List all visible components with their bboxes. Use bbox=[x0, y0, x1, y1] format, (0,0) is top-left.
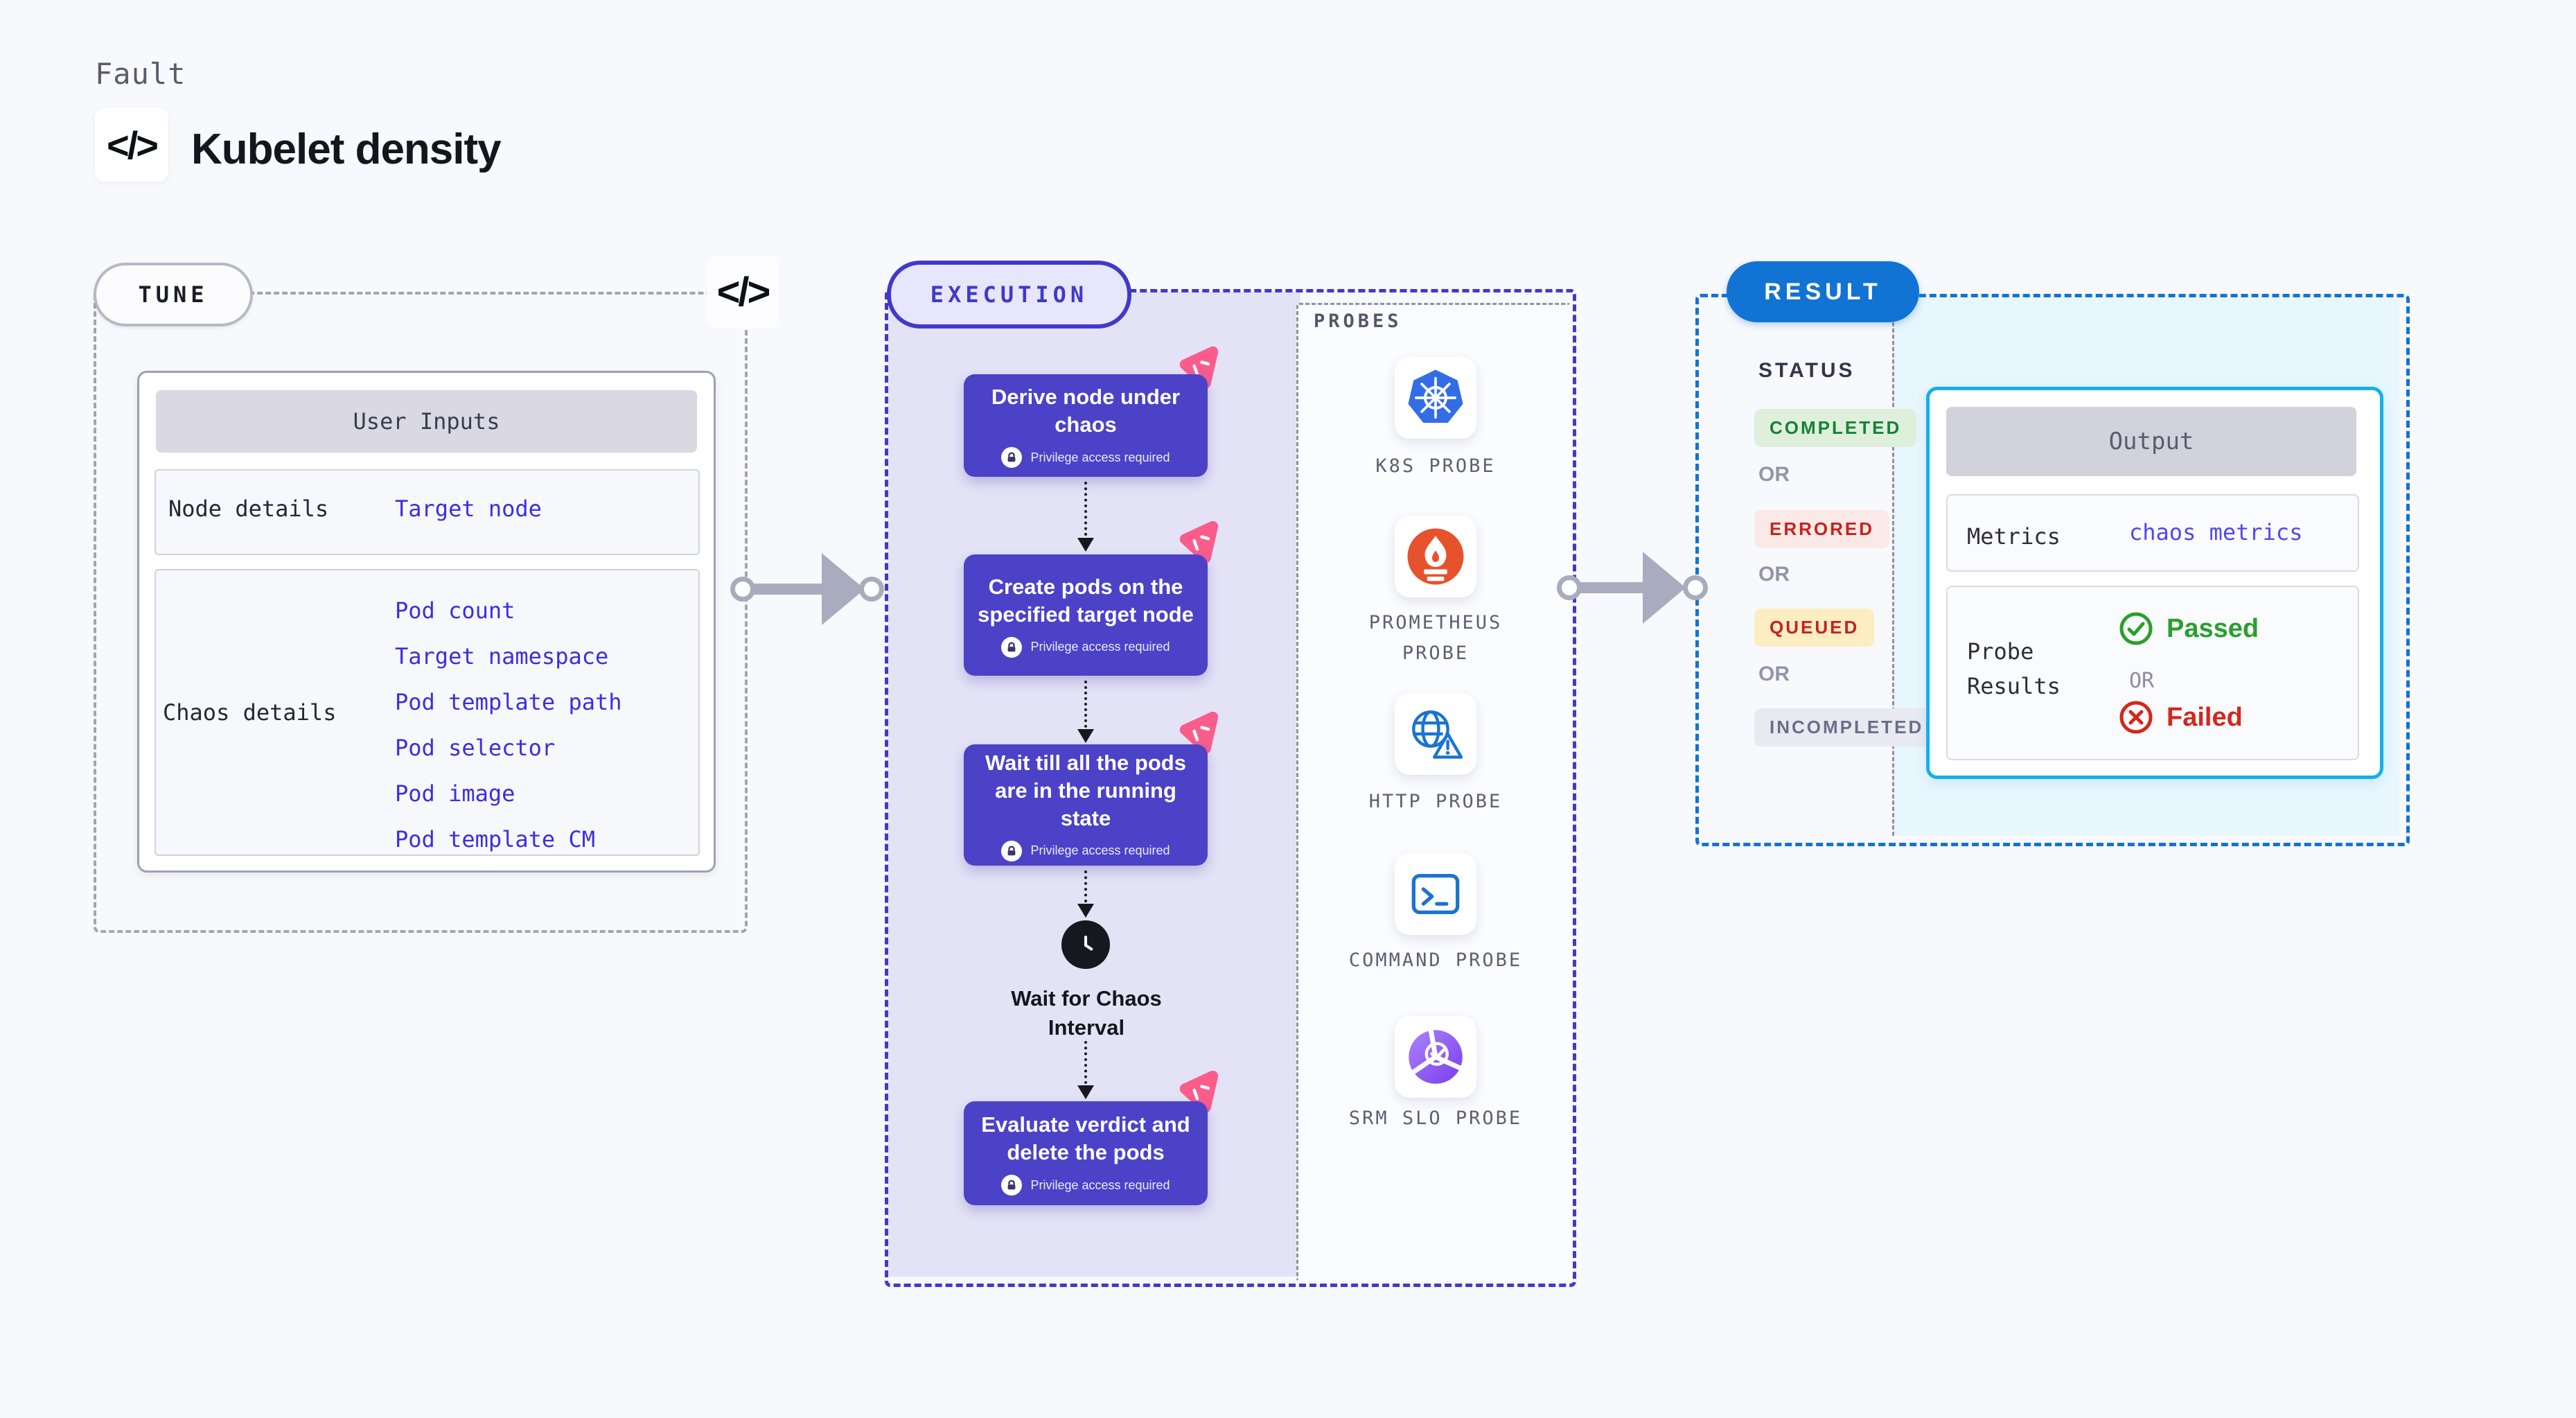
failed-result: Failed bbox=[2118, 699, 2243, 735]
target-namespace-link[interactable]: Target namespace bbox=[395, 643, 609, 669]
prometheus-icon bbox=[1407, 528, 1464, 585]
status-or-label: OR bbox=[1758, 463, 1790, 486]
page-title: Kubelet density bbox=[191, 125, 502, 173]
probes-panel bbox=[1296, 303, 1571, 1281]
status-badge-completed: COMPLETED bbox=[1754, 409, 1917, 447]
chaos-metrics-link[interactable]: chaos metrics bbox=[2129, 519, 2303, 545]
slo-donut-check-icon bbox=[1409, 1029, 1463, 1084]
status-output-separator bbox=[1892, 297, 1894, 836]
http-probe-chip bbox=[1395, 693, 1476, 775]
passed-result: Passed bbox=[2118, 611, 2259, 647]
wait-chaos-interval-label: Wait for Chaos Interval bbox=[1011, 986, 1162, 1040]
fault-eyebrow: Fault bbox=[95, 57, 186, 91]
status-or-label: OR bbox=[1758, 563, 1790, 586]
tune-to-execution-arrow-shaft bbox=[743, 584, 826, 595]
step-evaluate-verdict: Evaluate verdict and delete the pods Pri… bbox=[964, 1101, 1208, 1205]
litmus-chaos-icon bbox=[1179, 347, 1219, 389]
chaos-links-list: Pod count Target namespace Pod template … bbox=[395, 588, 622, 862]
command-probe-label: COMMAND PROBE bbox=[1348, 949, 1523, 971]
srm-slo-probe-label: SRM SLO PROBE bbox=[1348, 1108, 1523, 1129]
x-circle-icon bbox=[2119, 701, 2153, 734]
srm-slo-probe-chip bbox=[1395, 1016, 1476, 1098]
check-circle-icon bbox=[2119, 612, 2153, 645]
lock-icon bbox=[1001, 1175, 1023, 1196]
metrics-row: Metrics chaos metrics bbox=[1946, 494, 2359, 572]
code-junction-icon: </> bbox=[716, 269, 771, 315]
tune-section-box bbox=[94, 292, 748, 933]
flow-connector bbox=[1084, 482, 1087, 536]
litmus-chaos-icon bbox=[1179, 712, 1219, 754]
step-create-pods: Create pods on the specified target node… bbox=[964, 554, 1208, 676]
prometheus-probe-chip bbox=[1395, 516, 1476, 597]
privilege-badge: Privilege access required bbox=[1001, 1175, 1170, 1196]
tune-output-port bbox=[730, 577, 755, 602]
node-details-row: Node details Target node bbox=[155, 469, 700, 555]
k8s-probe-label: K8S PROBE bbox=[1375, 455, 1496, 477]
litmus-chaos-icon bbox=[1179, 521, 1219, 563]
output-card: Output Metrics chaos metrics Probe Resul… bbox=[1926, 387, 2383, 779]
result-badge: RESULT bbox=[1727, 261, 1919, 322]
kubernetes-icon bbox=[1408, 369, 1463, 423]
privilege-badge: Privilege access required bbox=[1001, 840, 1170, 861]
privilege-badge: Privilege access required bbox=[1001, 447, 1170, 468]
output-or-label: OR bbox=[2129, 669, 2155, 693]
status-badge-errored: ERRORED bbox=[1754, 510, 1890, 548]
pod-selector-link[interactable]: Pod selector bbox=[395, 735, 556, 761]
metrics-label: Metrics bbox=[1967, 523, 2061, 550]
flow-connector-arrowhead bbox=[1077, 904, 1094, 918]
fault-code-icon-chip: </> bbox=[95, 108, 168, 182]
node-details-label: Node details bbox=[168, 496, 329, 522]
probe-results-row: Probe Results Passed OR Failed bbox=[1946, 586, 2359, 760]
execution-to-result-arrow-head bbox=[1643, 552, 1686, 624]
litmus-chaos-icon bbox=[1179, 1071, 1219, 1113]
user-inputs-header: User Inputs bbox=[156, 390, 697, 453]
tune-to-execution-arrow-head bbox=[822, 553, 865, 625]
step-derive-node: Derive node under chaos Privilege access… bbox=[964, 374, 1208, 477]
pod-template-cm-link[interactable]: Pod template CM bbox=[395, 826, 595, 852]
target-node-link[interactable]: Target node bbox=[395, 496, 542, 522]
flow-connector-arrowhead bbox=[1077, 1085, 1094, 1099]
prometheus-probe-label: PROMETHEUS PROBE bbox=[1368, 612, 1503, 664]
lock-icon bbox=[1001, 636, 1023, 658]
status-badge-incompleted: INCOMPLETED bbox=[1754, 708, 1939, 746]
status-badge-queued: QUEUED bbox=[1754, 609, 1875, 647]
pod-image-link[interactable]: Pod image bbox=[395, 780, 515, 807]
pod-template-path-link[interactable]: Pod template path bbox=[395, 689, 622, 715]
code-icon: </> bbox=[107, 123, 159, 167]
globe-warning-icon bbox=[1412, 710, 1463, 759]
privilege-badge: Privilege access required bbox=[1001, 636, 1170, 658]
execution-output-port bbox=[1557, 575, 1582, 600]
tune-badge: TUNE bbox=[94, 263, 253, 326]
pod-count-link[interactable]: Pod count bbox=[395, 597, 515, 624]
execution-input-port bbox=[859, 577, 884, 602]
probe-results-label: Probe Results bbox=[1967, 638, 2061, 699]
flow-connector-arrowhead bbox=[1077, 538, 1094, 552]
execution-badge: EXECUTION bbox=[887, 261, 1131, 329]
chaos-details-row: Chaos details Pod count Target namespace… bbox=[155, 569, 700, 856]
user-inputs-card: User Inputs Node details Target node Cha… bbox=[137, 371, 716, 873]
probes-title: PROBES bbox=[1314, 310, 1402, 332]
status-title: STATUS bbox=[1758, 359, 1855, 382]
output-header: Output bbox=[1946, 407, 2356, 476]
step-wait-pods-running: Wait till all the pods are in the runnin… bbox=[964, 744, 1208, 866]
http-probe-label: HTTP PROBE bbox=[1368, 791, 1503, 812]
status-or-label: OR bbox=[1758, 663, 1790, 685]
execution-to-result-arrow-shaft bbox=[1569, 582, 1647, 593]
result-input-port bbox=[1683, 575, 1708, 600]
result-section-box bbox=[1695, 294, 2410, 846]
lock-icon bbox=[1001, 840, 1023, 861]
command-probe-chip bbox=[1395, 853, 1476, 935]
terminal-icon bbox=[1411, 873, 1460, 915]
chaos-details-label: Chaos details bbox=[163, 699, 337, 726]
flow-connector bbox=[1084, 681, 1087, 728]
lock-icon bbox=[1001, 447, 1023, 468]
flow-connector-arrowhead bbox=[1077, 729, 1094, 743]
execution-section-box bbox=[885, 289, 1576, 1287]
flow-connector bbox=[1084, 870, 1087, 902]
clock-icon bbox=[1061, 920, 1110, 969]
k8s-probe-chip bbox=[1395, 357, 1476, 439]
tune-junction-code-chip: </> bbox=[707, 256, 779, 328]
flow-connector bbox=[1084, 1041, 1087, 1084]
